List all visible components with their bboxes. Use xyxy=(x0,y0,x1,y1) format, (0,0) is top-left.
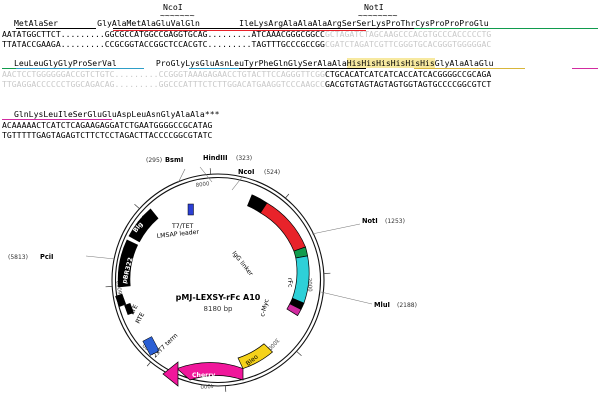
aa-underline-black-2 xyxy=(113,28,366,30)
feature-arc-pbr322 xyxy=(117,239,139,288)
feature-box-t7-tet xyxy=(187,203,194,216)
tick-label-2000: 2000 xyxy=(306,278,312,292)
site-pos-noti: (1253) xyxy=(385,218,405,225)
dna-bottom-line-3: TGTTTTTGAGTAGAGTCTTCTCCTAGACTTACCCCGGCGT… xyxy=(2,130,213,140)
aa-underline-teal-1 xyxy=(16,68,144,70)
aa-underline-black-3 xyxy=(366,28,414,30)
aa-underline-red-1 xyxy=(113,29,366,31)
aa-underline-his-1 xyxy=(414,68,525,70)
site-name-ncoi: NcoI xyxy=(238,168,254,176)
dna-top-2-faint: AACTCCTGGGGGGACCGTCTGTC.........CCGGGTAA… xyxy=(2,69,325,79)
dna-top-1-faint: GCTAGATCTAGCAAGCCCACGTGCCCACCCCCTG xyxy=(324,29,492,39)
site-name-bsmi: BsmI xyxy=(165,156,183,164)
dna-bottom-line-1: TTATACCGAAGA.........CCGCGGTACCGGCTCCACG… xyxy=(2,40,491,49)
dna-bot-1-faint: CGATCTAGATCGTTCGGGTGCACGGGTGGGGGAC xyxy=(324,39,492,49)
dna-top-line-2: AACTCCTGGGGGGACCGTCTGTC.........CCGGGTAA… xyxy=(2,70,491,79)
tick-label-8000: 8000 xyxy=(195,181,210,189)
dna-bot-1-normal: TTATACCGAAGA.........CCGCGGTACCGGCTCCACG… xyxy=(2,39,325,49)
feature-arrowhead-cherry xyxy=(162,361,179,387)
feature-label-rfc: rFc xyxy=(286,278,294,289)
feature-arc-blg xyxy=(128,208,159,243)
feature-label-lmsap-leader: LMSAP leader xyxy=(156,229,199,240)
aa-2-seg-b: GlyAlaAlaGlu xyxy=(434,58,494,68)
plasmid-backbone-inner xyxy=(114,176,322,384)
feature-arc-c-myc xyxy=(286,303,302,317)
site-pos-mlui: (2188) xyxy=(397,302,417,309)
aa-2-seg-a: LeuLeuGlyGlyProSerVal ProGlyLysGluAsnLeu… xyxy=(14,58,347,68)
feature-arc-cherry xyxy=(176,362,244,381)
site-pos-hindiii: (323) xyxy=(236,155,252,162)
site-name-hindiii: HindIII xyxy=(203,154,228,162)
aa-line-3: GlnLysLeuIleSerGluGluAspLeuAsnGlyAlaAla*… xyxy=(14,109,220,119)
aa-underline-black-4 xyxy=(239,68,366,70)
feature-label-igg-linker: IgG linker xyxy=(230,250,254,278)
plasmid-size: 8180 bp xyxy=(204,305,233,313)
feature-label-cherry: Cherry xyxy=(192,372,215,379)
site-name-pcii: PciI xyxy=(40,253,53,261)
dna-top-line-1: AATATGGCTTCT.........GGCGCCATGGCCGAGGTGC… xyxy=(2,30,491,39)
dna-bottom-line-2: TTGAGGACCCCCCTGGCAGACAG.........GGCCCATT… xyxy=(2,80,491,89)
site-pos-pcii: (5813) xyxy=(8,254,28,261)
feature-box-lte xyxy=(115,293,127,307)
site-name-mlui: MluI xyxy=(374,301,390,309)
site-name-noti: NotI xyxy=(362,217,378,225)
feature-arc-rfc xyxy=(291,255,310,304)
aa-2-his-tag: HisHisHisHisHisHis xyxy=(346,58,435,68)
feature-box-rte xyxy=(124,302,134,316)
feature-label-t7-tet: T7/TET xyxy=(171,223,193,230)
restriction-header-ncoi: NcoI xyxy=(163,2,183,12)
aa-underline-magenta-2 xyxy=(2,119,112,121)
dna-top-line-3: ACAAAAACTCATCTCAGAAGAGGATCTGAATGGGGCCGCA… xyxy=(2,120,213,130)
tick-label-4000: 4000 xyxy=(200,382,215,389)
aa-underline-green-2 xyxy=(2,68,16,70)
feature-arc-bleo xyxy=(237,343,274,370)
restriction-header-noti: NotI xyxy=(364,2,384,12)
site-pos-ncoi: (524) xyxy=(264,169,280,176)
aa-underline-green-1 xyxy=(414,28,598,30)
aa-underline-black-1 xyxy=(16,28,96,30)
feature-label-c-myc: c-Myc xyxy=(259,298,271,318)
plasmid-backbone-outer xyxy=(111,173,325,387)
dna-bot-2-faint: TTGAGGACCCCCCTGGCAGACAG.........GGCCCATT… xyxy=(2,79,325,89)
sequence-panel: NcoI ~~~~~~~ NotI ~~~~~~~~ MetAlaSer Gly… xyxy=(0,0,600,152)
aa-underline-teal-2 xyxy=(189,68,239,70)
feature-label-lte: LTE xyxy=(129,303,140,315)
aa-underline-magenta-1 xyxy=(572,68,598,70)
plasmid-map: 1000 2000 3000 4000 5000 6000 7000 8000 … xyxy=(0,152,600,413)
plasmid-name: pMJ-LEXSY-rFc A10 xyxy=(176,293,261,302)
feature-label-rte: RTE xyxy=(135,311,147,325)
aa-line-1: MetAlaSer GlyAlaMetAlaGluValGln IleLysAr… xyxy=(14,18,489,28)
dna-top-2-normal: CTGCACATCATCATCACCATCACGGGGCCGCAGA xyxy=(324,69,492,79)
dna-bot-2-normal: GACGTGTAGTAGTAGTGGTAGTGCCCCGGCGTCT xyxy=(324,79,492,89)
aa-line-2: LeuLeuGlyGlyProSerVal ProGlyLysGluAsnLeu… xyxy=(14,58,494,68)
restriction-header-noti-tilde: ~~~~~~~~ xyxy=(358,10,398,20)
restriction-header-ncoi-tilde: ~~~~~~~ xyxy=(160,10,195,20)
restriction-site-labels: (295) BsmI HindIII (323) NcoI (524) NotI… xyxy=(8,154,417,309)
site-pos-bsmi: (295) xyxy=(146,157,162,164)
dna-top-1-normal: AATATGGCTTCT.........GGCGCCATGGCCGAGGTGC… xyxy=(2,29,325,39)
restriction-leader-lines xyxy=(85,166,373,305)
feature-arc-lmsap-leader xyxy=(247,194,268,214)
feature-box-2xt7-term xyxy=(142,336,160,356)
